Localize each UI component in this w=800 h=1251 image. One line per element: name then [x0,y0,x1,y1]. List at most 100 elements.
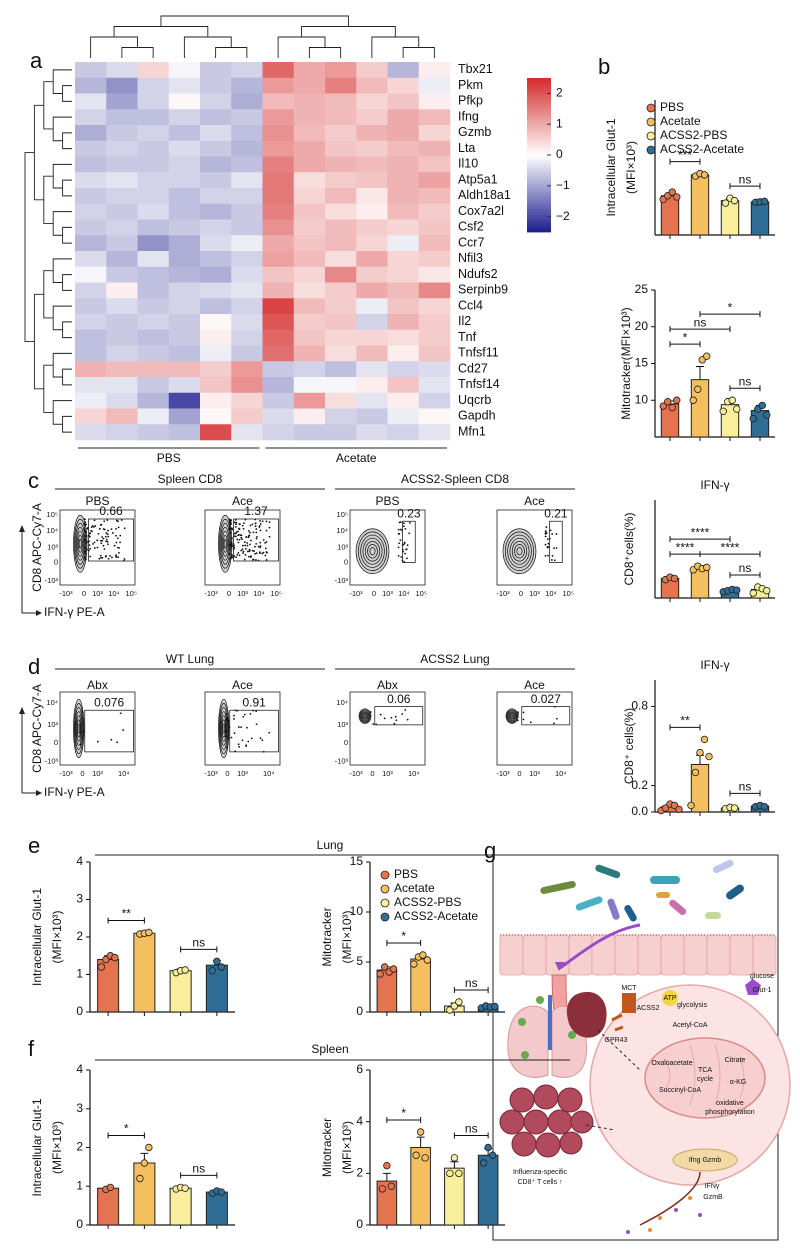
flow-contour [504,531,535,571]
heatmap-cell [168,125,201,142]
heatmap-cell [262,219,295,236]
y-axis-label: Mitotracker [320,907,334,966]
flow-y-tick-label: -10³ [45,756,59,765]
heatmap-cell [75,77,107,94]
heatmap-cell [200,345,232,362]
heatmap-cell [231,314,263,331]
colorbar-segment [527,214,551,217]
heatmap-cell [106,345,138,362]
flow-event [544,555,547,557]
flow-event [110,738,113,741]
colorbar-segment [527,149,551,153]
flow-x-tick-label: 0 [227,589,231,598]
virus [568,1031,576,1039]
flow-event [249,713,252,715]
heatmap-cell [106,329,138,346]
flow-event [101,556,104,559]
heatmap-cell [231,251,263,268]
heatmap-cell [325,62,357,79]
y-tick-label: 0 [356,1217,363,1231]
flow-event [265,529,268,532]
heatmap-cell [137,109,170,126]
flow-x-tick-label: 10⁵ [563,589,574,598]
flow-event [117,556,120,559]
y-tick-label: 0.2 [631,778,648,792]
heatmap-cell [168,77,201,94]
data-point [217,1188,226,1196]
flow-event [255,531,258,534]
heatmap-cell [75,329,107,346]
heatmap-cell [168,219,201,236]
heatmap-cell [356,408,388,425]
colorbar-segment [527,162,551,166]
data-point [412,1151,420,1159]
flow-x-tick-label: -10³ [496,589,510,598]
flow-contour [369,547,376,556]
flow-event [544,543,547,546]
heatmap-cell [137,77,170,94]
gene-label: Cox7a2l [458,204,504,218]
flow-sample-label: PBS [85,494,109,508]
flow-y-tick-label: 10⁵ [337,510,348,519]
heatmap-cell [137,93,170,110]
legend-label: ACSS2-Acetate [394,909,478,923]
data-point [181,1184,189,1192]
heatmap-cell [293,125,326,142]
flow-event [233,535,236,537]
colorbar-segment [527,216,551,220]
flow-event [85,548,88,551]
data-point [687,801,695,810]
flow-y-tick-label: 10⁴ [46,526,58,535]
flow-x-tick-label: -10³ [496,769,510,778]
colorbar-segment [527,85,551,89]
flow-x-tick-label: 0 [517,769,521,778]
colorbar-segment [527,167,551,171]
heatmap-cell [387,156,420,173]
flow-event [115,554,117,557]
flow-event [106,533,109,536]
flow-event [89,547,92,550]
flow-event [261,520,264,523]
gene-label: Ccr7 [458,235,484,249]
heatmap-cell [262,93,295,110]
heatmap-cell [200,172,232,189]
heatmap-cell [137,219,170,236]
heatmap-cell [106,282,138,299]
heatmap-cell [75,298,107,315]
flow-event [93,525,95,528]
heatmap-cell [75,140,107,157]
heatmap-cell [137,392,170,409]
colorbar-segment [527,193,551,197]
panel-letter: a [30,48,43,73]
data-point [479,1159,488,1167]
flow-y-tick-label: -10³ [45,576,59,585]
heatmap-cell [200,235,232,252]
heatmap-cell [387,93,420,110]
flow-contour [76,715,82,742]
significance-bracket [386,1117,422,1123]
bacterium [540,880,576,895]
heatmap-cell [262,266,295,283]
flow-event [403,542,406,545]
flow-event [115,519,118,522]
flow-event [225,723,228,726]
flow-event [234,519,237,521]
flow-gate-value: 0.076 [94,695,124,709]
flow-y-tick-label: 10⁴ [336,698,348,707]
panel-letter: b [598,54,610,79]
heatmap-cell [200,314,232,331]
heatmap-cell [75,109,107,126]
colorbar-segment [527,144,551,148]
flow-event [258,552,261,555]
flow-event [229,557,232,560]
data-point [380,963,389,971]
heatmap-cell [168,203,201,220]
flow-event [119,541,121,544]
flow-x-tick-label: 10⁴ [408,769,420,778]
heatmap-cell [293,93,326,110]
flow-event [406,718,409,721]
dashed-arrow [597,1029,641,1071]
heatmap-cell [293,219,326,236]
significance-label: *** [678,148,692,162]
flow-event [99,539,102,542]
